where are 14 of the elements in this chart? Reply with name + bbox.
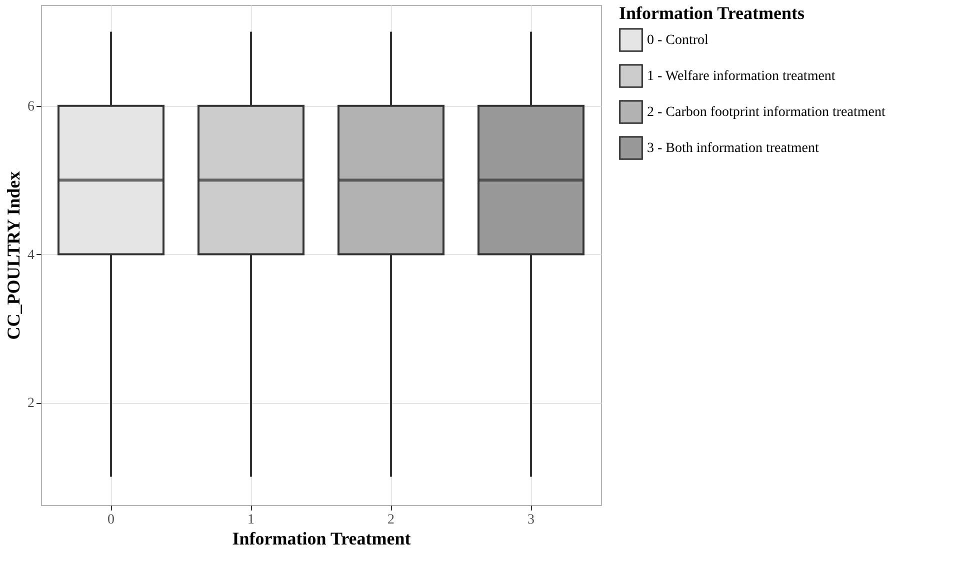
x-tick-label: 3 xyxy=(528,512,534,528)
legend-label: 3 - Both information treatment xyxy=(647,141,819,156)
legend-label: 1 - Welfare information treatment xyxy=(647,69,836,84)
legend-label: 2 - Carbon footprint information treatment xyxy=(647,105,886,120)
y-tick-label: 6 xyxy=(28,99,34,114)
x-tick-label: 0 xyxy=(108,512,114,528)
y-tick-label: 2 xyxy=(28,396,34,412)
legend-label: 0 - Control xyxy=(647,33,709,48)
x-tick-label: 1 xyxy=(248,512,254,528)
y-axis-title: CC_POULTRY Index xyxy=(4,171,24,340)
x-tick-label: 2 xyxy=(388,512,394,528)
x-axis-title: Information Treatment xyxy=(232,528,411,548)
y-tick-label: 4 xyxy=(28,248,34,263)
legend-title: Information Treatments xyxy=(619,3,804,23)
